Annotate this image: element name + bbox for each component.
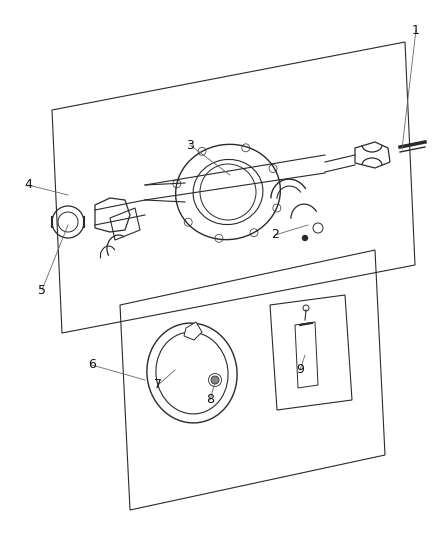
- Circle shape: [302, 236, 307, 240]
- Text: 2: 2: [270, 229, 278, 241]
- Text: 6: 6: [88, 359, 96, 372]
- Circle shape: [211, 376, 219, 384]
- Text: 9: 9: [295, 364, 303, 376]
- Text: 3: 3: [186, 139, 194, 151]
- Text: 7: 7: [154, 378, 162, 392]
- Text: 8: 8: [205, 393, 213, 407]
- Text: 1: 1: [411, 23, 419, 36]
- Polygon shape: [184, 322, 201, 340]
- Text: 4: 4: [24, 179, 32, 191]
- Text: 5: 5: [38, 284, 46, 296]
